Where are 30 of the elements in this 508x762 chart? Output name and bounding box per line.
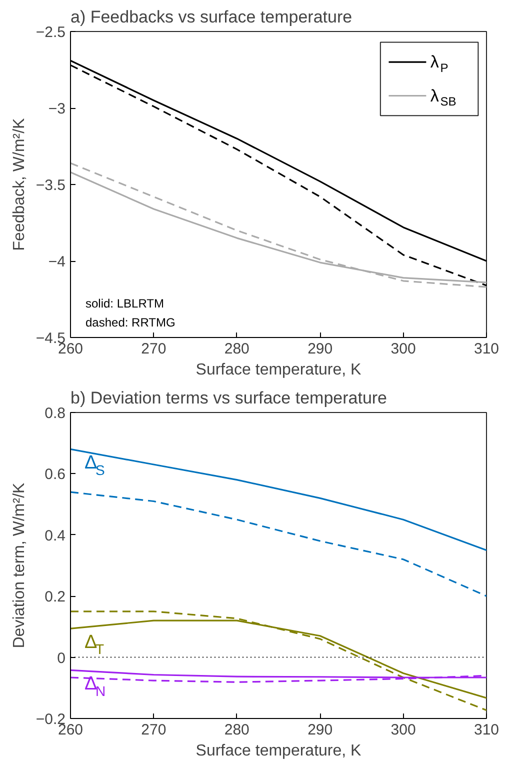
y-tick-label: −3.5 [36, 177, 66, 194]
x-tick-label: 270 [141, 722, 166, 738]
x-axis-title: Surface temperature, K [196, 362, 362, 378]
line-series [70, 448, 486, 551]
annotation: dashed: RRTMG [86, 316, 176, 330]
y-tick-label: 0 [57, 650, 66, 667]
y-axis-title: Feedback, W/m²/K [10, 118, 28, 251]
x-axis-title: Surface temperature, K [196, 742, 362, 760]
x-tick-label: 290 [308, 722, 333, 738]
y-axis-title: Deviation term, W/m²/K [10, 482, 28, 648]
y-tick-label: −4 [48, 254, 66, 270]
chart-title: b) Deviation terms vs surface temperature [70, 388, 388, 408]
y-tick-label: 0.8 [44, 405, 66, 422]
x-tick-label: 290 [308, 340, 333, 358]
x-tick-label: 280 [224, 722, 250, 738]
x-tick-label: 300 [390, 722, 416, 738]
y-tick-label: −3 [48, 100, 66, 118]
line-series [70, 491, 486, 597]
x-tick-label: 300 [390, 340, 416, 358]
chart-title: a) Feedbacks vs surface temperature [70, 8, 352, 26]
annotation: solid: LBLRTM [86, 296, 164, 310]
y-tick-label: 0.6 [44, 466, 66, 484]
line-series [70, 610, 486, 712]
y-tick-label: −2.5 [36, 24, 66, 41]
y-tick-label: 0.4 [44, 527, 66, 544]
x-tick-label: 280 [224, 340, 250, 358]
y-tick-label: 0.2 [44, 588, 66, 606]
x-tick-label: 310 [474, 340, 500, 358]
x-tick-label: 270 [141, 340, 166, 358]
x-tick-label: 310 [474, 722, 500, 738]
